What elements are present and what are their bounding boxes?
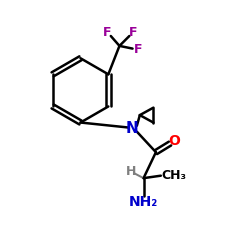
Text: NH₂: NH₂ [129, 195, 158, 209]
Text: H: H [126, 165, 136, 178]
Text: CH₃: CH₃ [162, 169, 186, 182]
Text: F: F [103, 26, 111, 39]
Text: O: O [168, 134, 180, 148]
Text: F: F [134, 43, 142, 56]
Text: N: N [126, 121, 139, 136]
Text: F: F [129, 26, 137, 39]
